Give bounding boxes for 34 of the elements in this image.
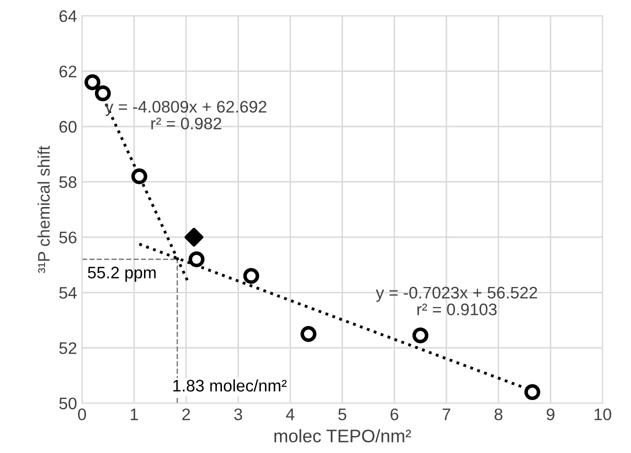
y-tick-label: 50 (59, 398, 77, 410)
x-tick-label: 4 (286, 408, 294, 420)
x-tick-label: 5 (338, 408, 346, 420)
x-tick-label: 3 (234, 408, 242, 420)
point (84, 74, 100, 90)
x-tick-label: 0 (78, 408, 86, 420)
x-tick-label: 10 (594, 408, 612, 420)
point (184, 228, 204, 247)
point (131, 168, 148, 184)
annotation: y = -4.0809x + 62.692 r² = 0.982 (105, 100, 266, 130)
x-tick-label: 9 (546, 408, 554, 420)
x-axis-title: molec TEPO/nm² (274, 429, 412, 442)
x-tick-label: 7 (442, 408, 450, 420)
ref-line-label: 55.2 ppm (88, 266, 156, 282)
annotation: y = -0.7023x + 56.522 r² = 0.9103 (376, 286, 538, 316)
y-tick-label: 62 (59, 66, 76, 78)
y-tick-label: 64 (59, 10, 77, 22)
x-tick-label: 8 (494, 408, 502, 420)
ref-line-label: 1.83 molec/nm² (173, 379, 287, 392)
x-tick-label: 1 (130, 408, 138, 420)
point (188, 251, 205, 268)
y-tick-label: 60 (59, 120, 77, 133)
point (524, 384, 540, 400)
y-axis-title: ³¹P chemical shift (38, 146, 50, 274)
y-tick-label: 56 (59, 232, 76, 244)
point (243, 268, 260, 284)
x-tick-label: 6 (390, 408, 398, 420)
point (94, 85, 111, 102)
point (412, 327, 428, 344)
x-tick-label: 2 (182, 408, 190, 420)
y-tick-label: 52 (59, 342, 76, 354)
y-tick-label: 54 (59, 287, 77, 299)
point (300, 326, 316, 342)
y-tick-label: 58 (59, 176, 76, 188)
